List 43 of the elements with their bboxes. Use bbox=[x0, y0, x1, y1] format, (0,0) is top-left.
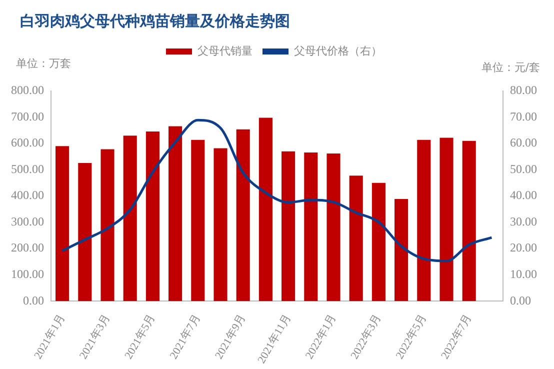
bar bbox=[168, 126, 182, 302]
y-tick-label: 200.00 bbox=[11, 240, 44, 255]
y-tick-label: 0.00 bbox=[23, 293, 44, 308]
text: 单位：万套 bbox=[16, 56, 71, 71]
bar bbox=[123, 136, 137, 302]
bar bbox=[394, 198, 408, 302]
y2-tick-label: 40.00 bbox=[510, 188, 537, 202]
y2-tick-label: 80.00 bbox=[510, 83, 537, 98]
bar bbox=[214, 148, 228, 302]
y2-tick-label: 50.00 bbox=[510, 162, 537, 176]
bar bbox=[326, 154, 340, 302]
bar bbox=[417, 140, 431, 302]
y-tick-label: 800.00 bbox=[11, 83, 44, 98]
bar bbox=[372, 182, 386, 302]
y2-tick-label: 10.00 bbox=[510, 267, 537, 282]
text: 单位：元/套 bbox=[481, 60, 540, 75]
bar bbox=[440, 138, 454, 302]
y2-tick-label: 20.00 bbox=[510, 240, 537, 255]
legend-label: 父母代销量 bbox=[198, 44, 252, 58]
y2-tick-label: 0.00 bbox=[510, 293, 531, 308]
bar bbox=[100, 149, 114, 302]
y-tick-label: 600.00 bbox=[11, 136, 44, 150]
bar bbox=[349, 176, 363, 302]
y-tick-label: 700.00 bbox=[11, 109, 44, 124]
y2-tick-label: 60.00 bbox=[510, 136, 537, 150]
bar bbox=[78, 162, 92, 302]
bar bbox=[462, 140, 476, 302]
chart-title: 白羽肉鸡父母代种鸡苗销量及价格走势图 bbox=[20, 12, 290, 31]
bar bbox=[304, 152, 318, 302]
bar bbox=[258, 118, 272, 302]
y2-tick-label: 30.00 bbox=[510, 214, 537, 228]
bar bbox=[282, 151, 296, 302]
y-tick-label: 300.00 bbox=[11, 214, 44, 228]
y-tick-label: 100.00 bbox=[11, 267, 44, 282]
bar bbox=[236, 129, 250, 302]
bar bbox=[146, 131, 160, 302]
line-series bbox=[61, 118, 493, 262]
legend-label: 父母代价格（右） bbox=[294, 44, 382, 58]
y-tick-label: 500.00 bbox=[11, 162, 44, 176]
bar bbox=[191, 140, 205, 302]
y2-tick-label: 70.00 bbox=[510, 109, 537, 124]
y-tick-label: 400.00 bbox=[11, 188, 44, 202]
bar bbox=[56, 146, 70, 302]
